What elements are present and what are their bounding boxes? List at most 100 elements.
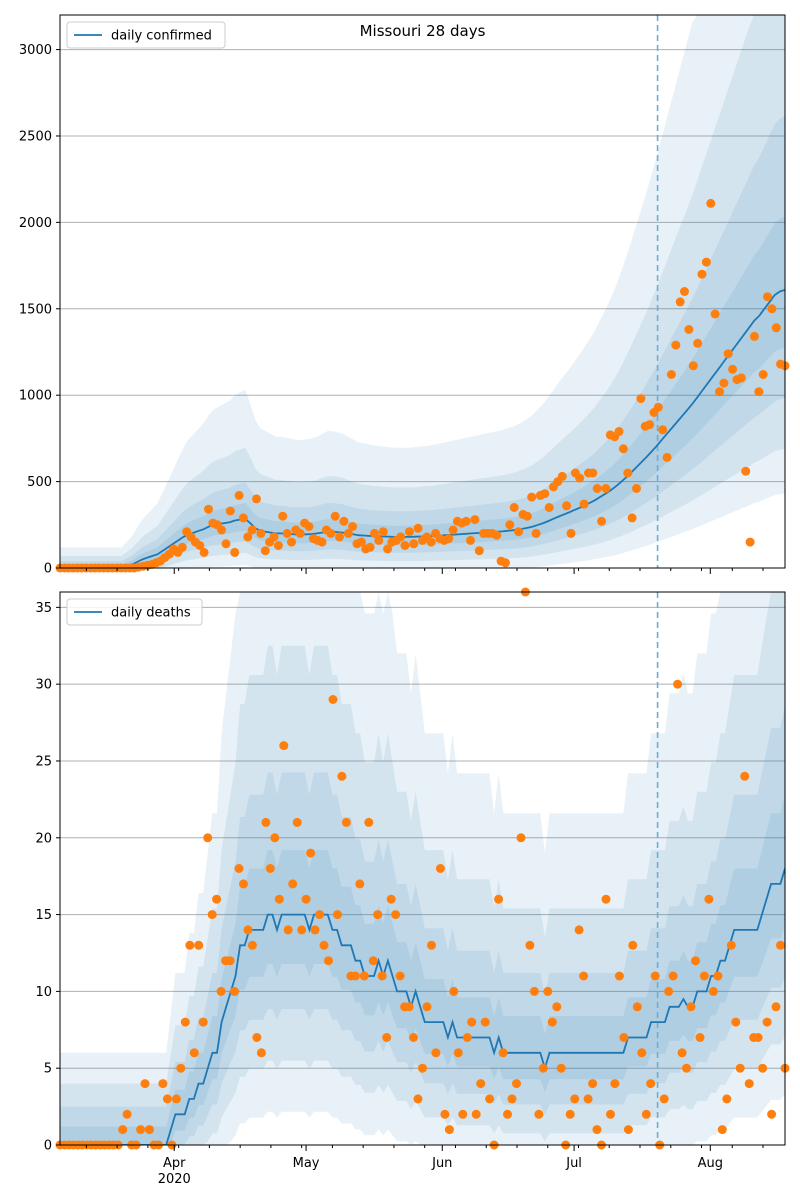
uncertainty-band bbox=[60, 216, 785, 568]
observed-point bbox=[480, 1017, 490, 1027]
observed-point bbox=[623, 1125, 633, 1135]
observed-point bbox=[771, 323, 781, 333]
observed-point bbox=[382, 1033, 392, 1042]
observed-point bbox=[597, 516, 607, 526]
observed-point bbox=[122, 1109, 132, 1119]
axes-frame bbox=[59, 591, 786, 1146]
observed-point bbox=[204, 504, 213, 514]
observed-point bbox=[404, 1002, 414, 1012]
observed-point bbox=[404, 527, 414, 537]
observed-point bbox=[287, 537, 296, 547]
observed-point bbox=[409, 1033, 418, 1042]
observed-point bbox=[579, 971, 589, 981]
observed-point bbox=[744, 1079, 754, 1089]
observed-point bbox=[373, 910, 383, 920]
observed-point bbox=[503, 1109, 512, 1119]
observed-point bbox=[339, 516, 349, 526]
observed-point bbox=[701, 257, 711, 267]
observed-point bbox=[494, 894, 504, 904]
observed-point bbox=[492, 530, 502, 540]
legend-box bbox=[66, 21, 226, 49]
observed-point bbox=[252, 1033, 262, 1042]
observed-point bbox=[623, 468, 633, 478]
observed-point bbox=[270, 833, 280, 843]
observed-point bbox=[386, 894, 396, 904]
chart-title: Missouri 28 days bbox=[360, 22, 486, 40]
observed-point bbox=[653, 402, 663, 412]
observed-point bbox=[641, 1109, 651, 1119]
observed-point bbox=[234, 490, 244, 500]
observed-point bbox=[516, 833, 526, 843]
observed-point bbox=[295, 528, 305, 538]
observed-point bbox=[710, 309, 720, 319]
observed-point bbox=[507, 1094, 517, 1104]
x-tick-label: May bbox=[293, 1156, 320, 1171]
observed-point bbox=[252, 494, 261, 504]
observed-point bbox=[471, 1109, 481, 1119]
observed-point bbox=[614, 971, 624, 981]
observed-point bbox=[377, 971, 387, 981]
y-tick-label: 30 bbox=[35, 678, 52, 693]
y-tick-label: 20 bbox=[35, 831, 52, 846]
axes-frame bbox=[59, 14, 786, 569]
observed-point bbox=[562, 501, 572, 511]
observed-point bbox=[485, 1094, 495, 1104]
observed-point bbox=[217, 525, 227, 535]
observed-point bbox=[378, 527, 388, 537]
observed-point bbox=[592, 484, 602, 493]
observed-point bbox=[470, 515, 480, 525]
observed-point bbox=[239, 879, 248, 889]
observed-point bbox=[758, 370, 768, 379]
observed-point bbox=[162, 1094, 172, 1104]
observed-point bbox=[693, 338, 703, 348]
observed-point bbox=[708, 986, 718, 996]
observed-point bbox=[675, 297, 685, 307]
observed-point bbox=[261, 817, 271, 827]
observed-point bbox=[668, 971, 678, 981]
observed-point bbox=[632, 1002, 642, 1012]
observed-point bbox=[767, 1109, 777, 1119]
observed-point bbox=[269, 532, 279, 542]
x-tick-label: Jun bbox=[431, 1156, 452, 1171]
observed-point bbox=[728, 364, 738, 374]
observed-point bbox=[304, 522, 314, 531]
observed-point bbox=[474, 546, 484, 556]
observed-point bbox=[374, 535, 384, 545]
observed-point bbox=[498, 1048, 508, 1058]
observed-point bbox=[565, 1109, 575, 1119]
observed-point bbox=[413, 523, 423, 533]
observed-point bbox=[719, 378, 729, 388]
observed-point bbox=[525, 940, 535, 950]
observed-point bbox=[699, 971, 709, 981]
observed-point bbox=[722, 1094, 732, 1104]
observed-point bbox=[505, 520, 515, 530]
observed-point bbox=[514, 527, 524, 537]
observed-point bbox=[171, 1094, 181, 1104]
observed-point bbox=[677, 1048, 687, 1058]
uncertainty-band bbox=[60, 15, 785, 568]
observed-point bbox=[243, 532, 253, 542]
observed-point bbox=[288, 879, 298, 889]
y-tick-label: 10 bbox=[35, 985, 52, 1000]
observed-point bbox=[265, 864, 275, 873]
observed-point bbox=[368, 956, 378, 966]
observed-point bbox=[400, 541, 410, 550]
observed-point bbox=[317, 537, 327, 547]
observed-point bbox=[735, 1063, 745, 1073]
observed-point bbox=[418, 1063, 427, 1073]
observed-point bbox=[180, 1017, 190, 1027]
observed-point bbox=[118, 1125, 128, 1135]
observed-point bbox=[274, 894, 284, 904]
observed-point bbox=[619, 1033, 629, 1042]
observed-point bbox=[753, 1033, 763, 1042]
observed-point bbox=[740, 771, 750, 781]
observed-point bbox=[194, 940, 204, 950]
observed-point bbox=[185, 940, 195, 950]
observed-point bbox=[637, 1048, 647, 1058]
observed-point bbox=[260, 546, 270, 556]
y-tick-label: 0 bbox=[44, 562, 52, 577]
observed-point bbox=[749, 331, 759, 341]
observed-point bbox=[199, 547, 209, 557]
